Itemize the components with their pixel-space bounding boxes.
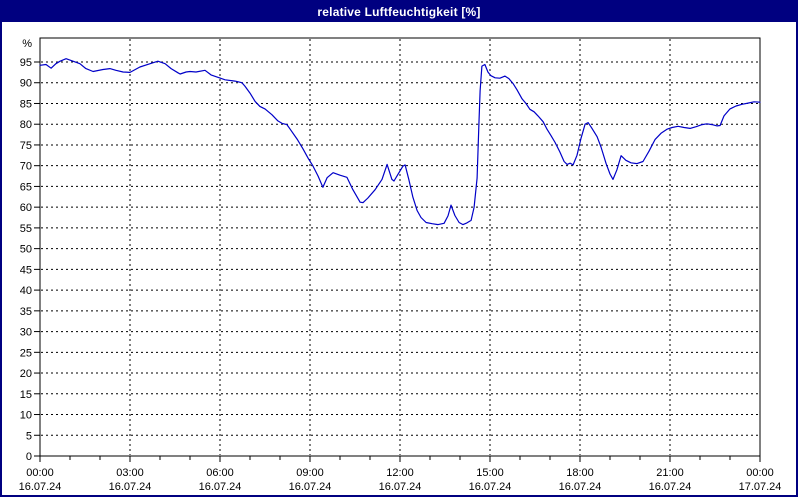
y-tick-label: 15 (20, 389, 32, 401)
y-tick-label: 30 (20, 327, 32, 339)
y-tick-label: 25 (20, 347, 32, 359)
x-tick-date-label: 16.07.24 (289, 481, 332, 493)
title-bar: relative Luftfeuchtigkeit [%] (2, 2, 796, 22)
x-tick-date-label: 16.07.24 (19, 481, 62, 493)
humidity-line (39, 58, 761, 226)
y-tick-label: 55 (20, 223, 32, 235)
y-tick-label: 45 (20, 264, 32, 276)
y-tick-label: 50 (20, 244, 32, 256)
y-tick-label: 95 (20, 57, 32, 69)
x-tick-date-label: 16.07.24 (649, 481, 692, 493)
y-tick-label: 40 (20, 285, 32, 297)
y-tick-label: 80 (20, 119, 32, 131)
x-tick-date-label: 16.07.24 (379, 481, 422, 493)
x-tick-date-label: 17.07.24 (739, 481, 782, 493)
x-tick-time-label: 21:00 (656, 467, 684, 479)
x-tick-time-label: 06:00 (206, 467, 234, 479)
x-tick-time-label: 00:00 (746, 467, 774, 479)
y-tick-label: 35 (20, 306, 32, 318)
x-tick-date-label: 16.07.24 (469, 481, 512, 493)
y-tick-label: 65 (20, 181, 32, 193)
y-tick-label: 85 (20, 98, 32, 110)
x-tick-time-label: 15:00 (476, 467, 504, 479)
window-title: relative Luftfeuchtigkeit [%] (317, 5, 481, 19)
y-tick-label: 75 (20, 140, 32, 152)
y-tick-label: 5 (26, 430, 32, 442)
x-tick-time-label: 03:00 (116, 467, 144, 479)
x-tick-date-label: 16.07.24 (199, 481, 242, 493)
x-tick-time-label: 00:00 (26, 467, 54, 479)
y-axis-unit-label: % (22, 38, 32, 50)
y-tick-label: 70 (20, 161, 32, 173)
y-tick-label: 90 (20, 78, 32, 90)
x-tick-date-label: 16.07.24 (109, 481, 152, 493)
y-tick-label: 20 (20, 368, 32, 380)
y-tick-label: 0 (26, 451, 32, 463)
y-tick-label: 10 (20, 410, 32, 422)
x-tick-time-label: 09:00 (296, 467, 324, 479)
y-tick-label: 60 (20, 202, 32, 214)
x-tick-time-label: 12:00 (386, 467, 414, 479)
x-tick-time-label: 18:00 (566, 467, 594, 479)
x-tick-date-label: 16.07.24 (559, 481, 602, 493)
